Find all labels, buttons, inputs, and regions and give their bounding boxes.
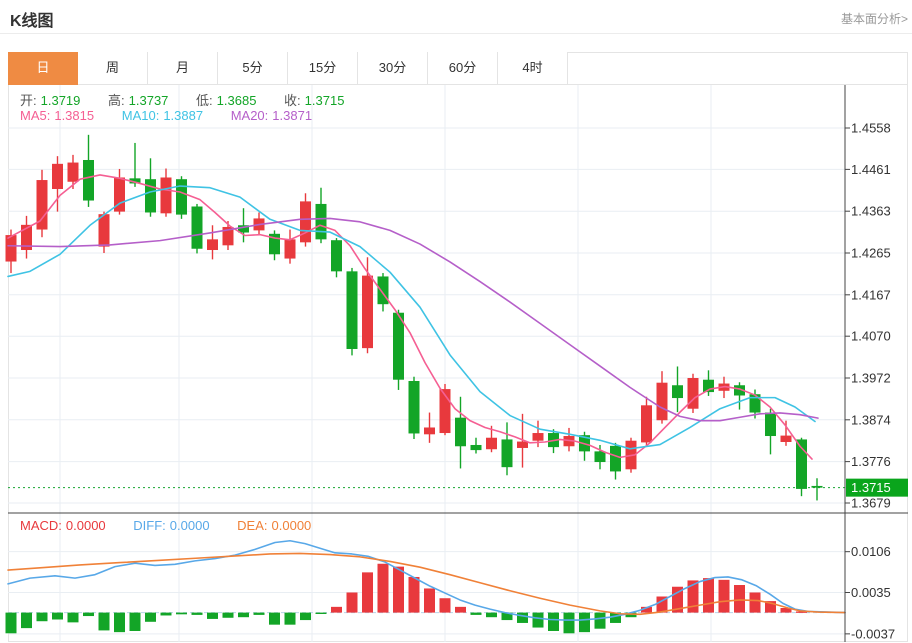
open-value: 1.3719: [40, 93, 81, 108]
ohlc-readout: 开: 1.3719 高: 1.3737 低: 1.3685 收: 1.3715: [20, 90, 348, 109]
macd-value: 0.0000: [65, 518, 106, 533]
header-divider: [0, 33, 912, 34]
macd-label: MACD:: [20, 518, 62, 533]
ma10-value: 1.3887: [163, 108, 204, 123]
diff-label: DIFF:: [133, 518, 166, 533]
macd-readout: MACD: 0.0000 DIFF: 0.0000 DEA: 0.0000: [20, 518, 315, 533]
fundamental-analysis-link[interactable]: 基本面分析>: [840, 12, 908, 26]
high-value: 1.3737: [128, 93, 169, 108]
low-value: 1.3685: [216, 93, 257, 108]
low-label: 低:: [196, 93, 213, 108]
dea-value: 0.0000: [271, 518, 312, 533]
tab-day[interactable]: 日: [8, 52, 78, 85]
dea-label: DEA:: [237, 518, 268, 533]
high-label: 高:: [108, 93, 125, 108]
tab-4hour[interactable]: 4时: [498, 52, 568, 84]
tab-60min[interactable]: 60分: [428, 52, 498, 84]
open-label: 开:: [20, 93, 37, 108]
close-label: 收:: [284, 93, 301, 108]
ma5-value: 1.3815: [54, 108, 95, 123]
ma5-label: MA5:: [20, 108, 51, 123]
ma20-label: MA20:: [230, 108, 269, 123]
tab-5min[interactable]: 5分: [218, 52, 288, 84]
ma20-value: 1.3871: [272, 108, 313, 123]
ma-readout: MA5: 1.3815 MA10: 1.3887 MA20: 1.3871: [20, 108, 316, 123]
diff-value: 0.0000: [169, 518, 210, 533]
kline-chart-area[interactable]: [8, 85, 908, 642]
period-tabbar: 日周月 5分 15分 30分 60分 4时: [8, 52, 908, 85]
close-value: 1.3715: [304, 93, 345, 108]
tab-week[interactable]: 周: [78, 52, 148, 84]
tab-month[interactable]: 月: [148, 52, 218, 84]
page-title: K线图: [10, 13, 54, 30]
tab-15min[interactable]: 15分: [288, 52, 358, 84]
tab-30min[interactable]: 30分: [358, 52, 428, 84]
ma10-label: MA10:: [121, 108, 160, 123]
